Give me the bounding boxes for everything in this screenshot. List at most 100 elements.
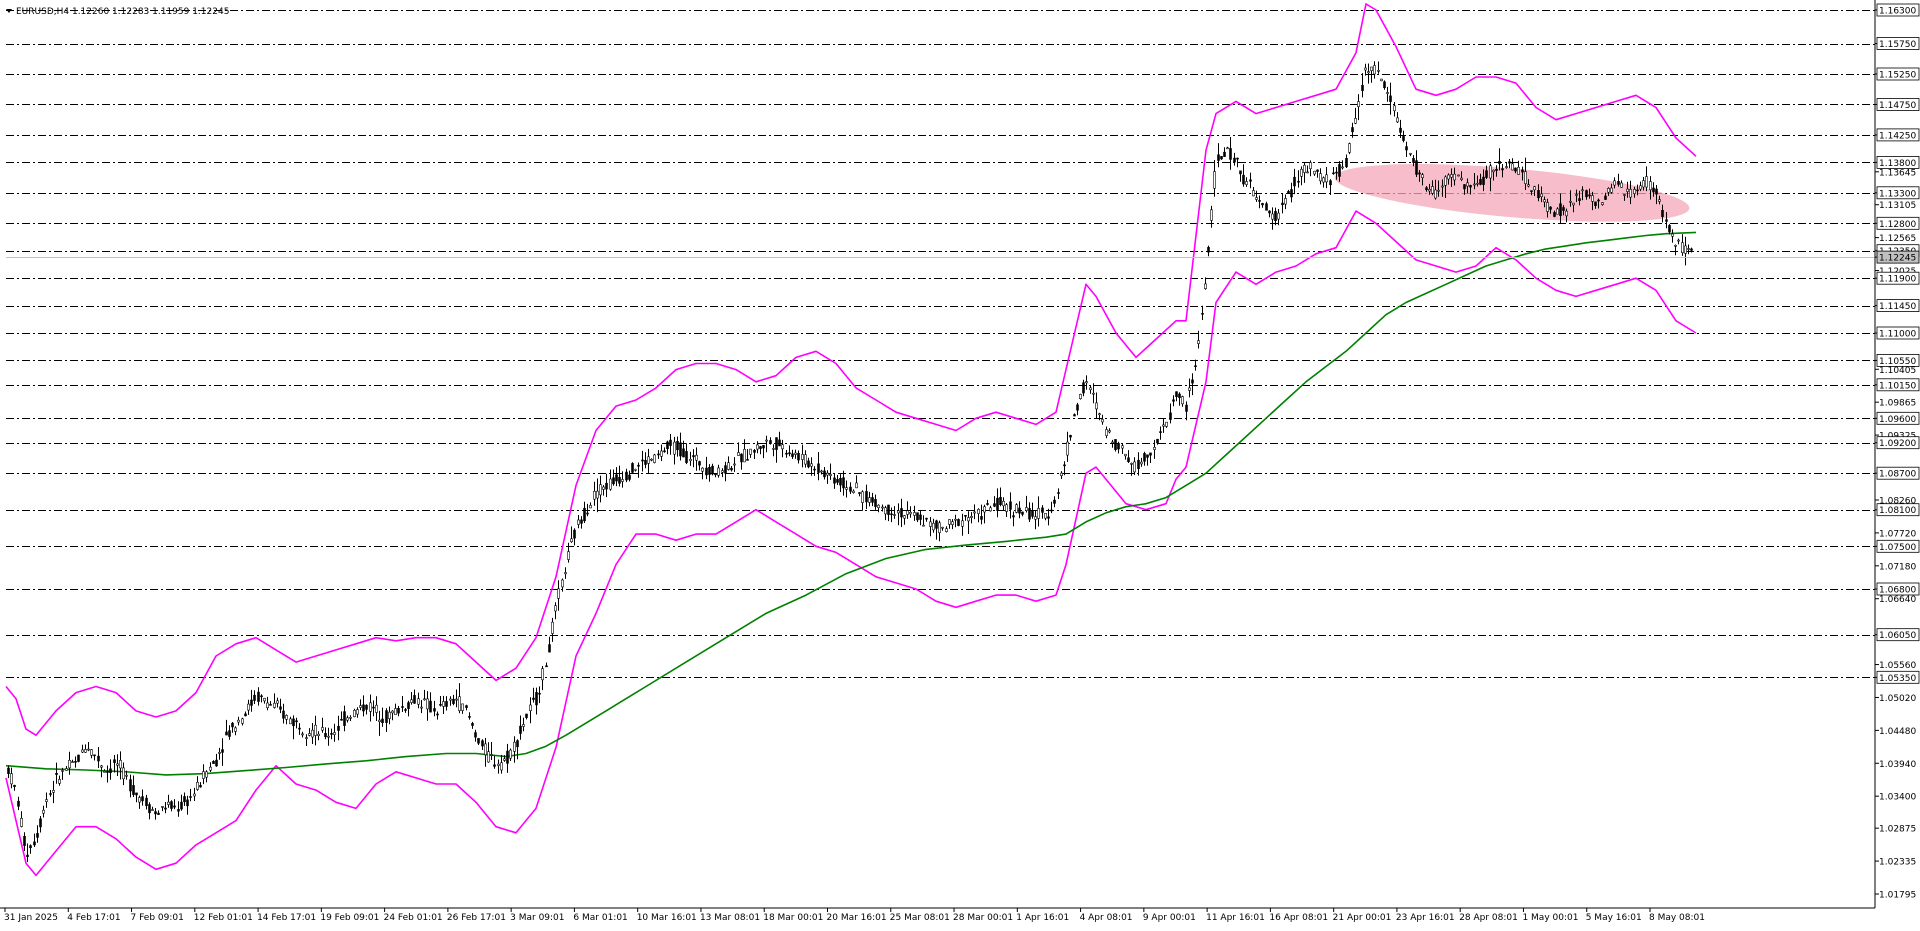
time-tick-label-0: 31 Jan 2025 xyxy=(4,913,58,923)
candle-body xyxy=(301,733,304,736)
price-tick-label-39: 1.02875 xyxy=(1879,825,1916,835)
candle-body xyxy=(84,749,87,753)
candle-body xyxy=(465,705,468,708)
candle-body xyxy=(957,519,960,526)
candle-body xyxy=(938,522,941,533)
candle-body xyxy=(753,449,756,453)
candle-body xyxy=(839,477,842,486)
candle-body xyxy=(93,754,96,757)
time-tick-label-2: 7 Feb 09:01 xyxy=(131,913,184,923)
candle-body xyxy=(1018,507,1021,514)
candle-body xyxy=(577,519,580,525)
candle-body xyxy=(407,702,410,709)
candle-body xyxy=(1674,245,1677,247)
candle-body xyxy=(1149,452,1152,456)
candle-body xyxy=(1533,186,1536,191)
candle-body xyxy=(813,468,816,471)
candle-body xyxy=(1233,157,1236,163)
candle-body xyxy=(1453,173,1456,181)
level-price-box-14 xyxy=(1876,271,1920,285)
time-tick-label-8: 3 Mar 09:01 xyxy=(510,913,564,923)
level-price-box-7 xyxy=(1876,186,1920,200)
candle-body xyxy=(205,771,208,778)
candle-body xyxy=(1540,193,1543,198)
candle-body xyxy=(516,740,519,748)
candle-body xyxy=(1261,203,1264,206)
candle-body xyxy=(1559,203,1562,216)
candle-body xyxy=(871,497,874,503)
candle-body xyxy=(445,701,448,707)
candle-body xyxy=(1361,85,1364,91)
candle-body xyxy=(292,718,295,727)
time-tick-label-6: 24 Feb 01:01 xyxy=(384,913,443,923)
candle-body xyxy=(1114,439,1117,450)
candle-body xyxy=(487,751,490,763)
time-tick-label-13: 20 Mar 16:01 xyxy=(827,913,887,923)
time-axis[interactable]: 31 Jan 2025 4 Feb 17:01 7 Feb 09:01 12 Feb … xyxy=(4,908,1705,923)
candle-body xyxy=(1316,169,1319,172)
price-tick-label-30: 1.06800 xyxy=(1879,586,1916,596)
candle-body xyxy=(833,477,836,484)
candle-body xyxy=(948,519,951,525)
candle-body xyxy=(1373,65,1376,75)
candle-body xyxy=(1377,70,1380,72)
candle-body xyxy=(1629,189,1632,198)
level-price-box-26 xyxy=(1876,503,1920,517)
candle-body xyxy=(986,503,989,505)
candle-body xyxy=(1124,453,1127,457)
candle-body xyxy=(1213,171,1216,189)
candle-body xyxy=(17,800,20,807)
price-tick-label-38: 1.03400 xyxy=(1879,793,1916,803)
candle-body xyxy=(714,473,717,476)
candle-body xyxy=(1325,174,1328,183)
candle-body xyxy=(705,467,708,476)
collapse-triangle-icon[interactable] xyxy=(6,9,12,13)
candle-body xyxy=(1690,248,1693,251)
candle-body xyxy=(874,499,877,507)
candle-body xyxy=(477,738,480,744)
price-tick-label-8: 1.13105 xyxy=(1879,201,1916,211)
candle-body xyxy=(1466,182,1469,187)
candle-body xyxy=(359,705,362,708)
level-price-box-32 xyxy=(1876,628,1920,642)
candle-body xyxy=(881,506,884,509)
candle-body xyxy=(193,793,196,797)
candle-body xyxy=(865,491,868,503)
candle-body xyxy=(1652,187,1655,193)
candle-body xyxy=(177,809,180,812)
candle-body xyxy=(1594,201,1597,206)
candle-body xyxy=(116,763,119,766)
candle-body xyxy=(599,484,602,496)
candle-body xyxy=(1434,189,1437,199)
candle-body xyxy=(295,720,298,723)
candle-body xyxy=(951,521,954,525)
candle-body xyxy=(327,735,330,738)
price-axis[interactable]: 1.16300 1.15750 1.15250 1.14750 1.14250 1.138… xyxy=(1875,3,1920,901)
candle-body xyxy=(68,759,71,769)
time-tick-label-22: 23 Apr 16:01 xyxy=(1396,913,1455,923)
candle-body xyxy=(1249,179,1252,182)
candle-body xyxy=(1399,127,1402,133)
candle-body xyxy=(759,446,762,449)
candle-body xyxy=(583,507,586,522)
candle-body xyxy=(1274,211,1277,222)
level-price-box-4 xyxy=(1876,128,1920,142)
candle-body xyxy=(493,764,496,767)
candle-body xyxy=(276,700,279,704)
candle-body xyxy=(1553,212,1556,217)
candle-body xyxy=(1162,424,1165,427)
candle-body xyxy=(1050,509,1053,512)
candle-body xyxy=(1620,182,1623,188)
candle-body xyxy=(1245,181,1248,185)
candle-body xyxy=(1063,464,1066,467)
price-tick-label-5: 1.13800 xyxy=(1879,159,1916,169)
highlight-zone-layer xyxy=(1334,164,1690,222)
candle-body xyxy=(893,514,896,516)
candle-body xyxy=(977,509,980,514)
price-tick-label-41: 1.01795 xyxy=(1879,891,1916,901)
price-tick-label-17: 1.10550 xyxy=(1879,357,1916,367)
candle-body xyxy=(509,749,512,759)
candle-body xyxy=(138,797,141,803)
